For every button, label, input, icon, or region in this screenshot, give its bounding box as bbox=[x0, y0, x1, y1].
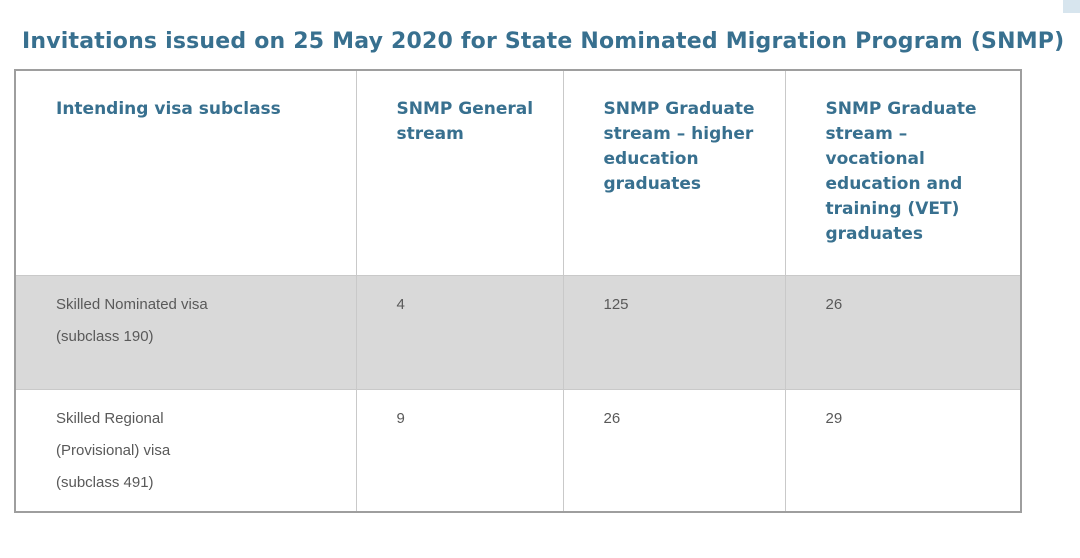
value-cell-vet: 29 bbox=[784, 388, 1022, 513]
visa-name-line-2: (Provisional) visa bbox=[56, 441, 171, 459]
visa-name-line: Skilled Regional bbox=[56, 409, 164, 427]
value-cell-general-stream: 4 bbox=[355, 274, 564, 390]
table-row-subclass-190: Skilled Nominated visa (subclass 190) 4 … bbox=[14, 274, 1022, 390]
visa-subclass-line: (subclass 190) bbox=[56, 327, 154, 345]
page-title: Invitations issued on 25 May 2020 for St… bbox=[22, 28, 1065, 54]
visa-subclass-cell: Skilled Nominated visa (subclass 190) bbox=[14, 274, 357, 390]
value-cell-general-stream: 9 bbox=[355, 388, 564, 513]
value-cell-higher-education: 26 bbox=[562, 388, 786, 513]
table-header-row: Intending visa subclass SNMP General str… bbox=[14, 69, 1022, 276]
snmp-invitations-table: Intending visa subclass SNMP General str… bbox=[14, 69, 1022, 513]
top-right-ui-fragment bbox=[1063, 0, 1080, 13]
value-cell-higher-education: 125 bbox=[562, 274, 786, 390]
column-header-snmp-general-stream: SNMP General stream bbox=[355, 69, 564, 276]
visa-subclass-line: (subclass 491) bbox=[56, 473, 154, 491]
column-header-intending-visa-subclass: Intending visa subclass bbox=[14, 69, 357, 276]
column-header-snmp-graduate-higher-education: SNMP Graduate stream – higher education … bbox=[562, 69, 786, 276]
table-row-subclass-491: Skilled Regional (Provisional) visa (sub… bbox=[14, 388, 1022, 513]
visa-subclass-cell: Skilled Regional (Provisional) visa (sub… bbox=[14, 388, 357, 513]
visa-name-line: Skilled Nominated visa bbox=[56, 295, 208, 313]
value-cell-vet: 26 bbox=[784, 274, 1022, 390]
column-header-snmp-graduate-vet: SNMP Graduate stream – vocational educat… bbox=[784, 69, 1022, 276]
